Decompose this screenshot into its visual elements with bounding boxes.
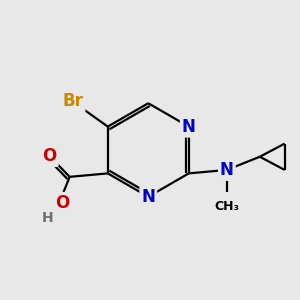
Text: O: O <box>56 194 70 212</box>
Text: N: N <box>141 188 155 206</box>
Text: O: O <box>42 147 57 165</box>
Text: H: H <box>41 212 53 225</box>
Text: CH₃: CH₃ <box>214 200 239 213</box>
Text: N: N <box>220 161 234 179</box>
Text: N: N <box>182 118 196 136</box>
Text: Br: Br <box>63 92 84 110</box>
